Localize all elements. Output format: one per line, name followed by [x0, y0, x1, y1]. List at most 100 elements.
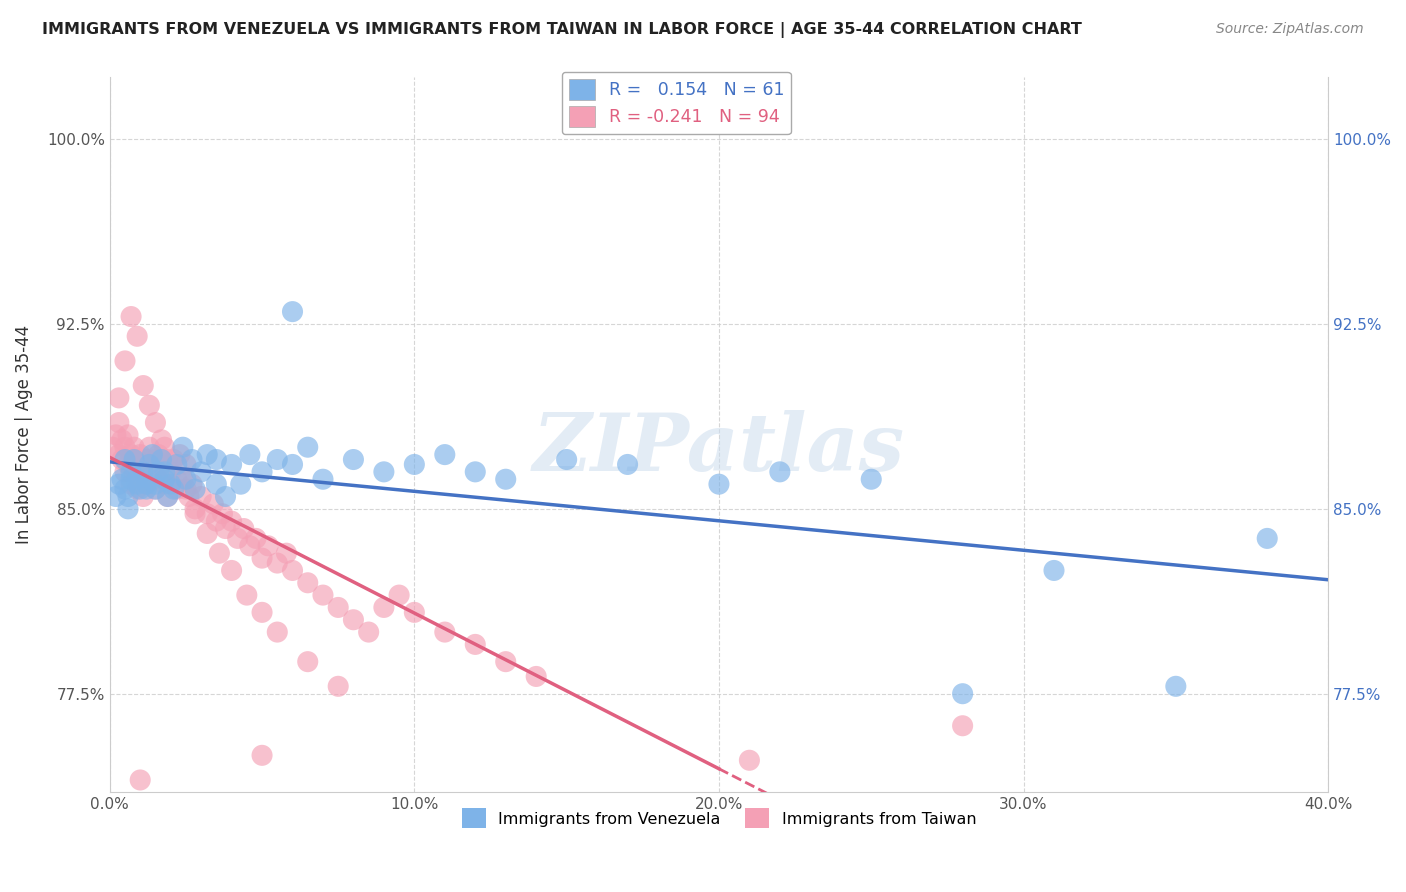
Point: [388, 588, 411, 602]
Y-axis label: In Labor Force | Age 35-44: In Labor Force | Age 35-44: [15, 326, 32, 544]
Point: [138, 458, 160, 472]
Point: [132, 465, 155, 479]
Point: [117, 458, 139, 472]
Point: [138, 398, 160, 412]
Point: [738, 753, 761, 767]
Point: [101, 440, 124, 454]
Point: [120, 472, 142, 486]
Point: [297, 440, 319, 454]
Point: [232, 522, 254, 536]
Point: [145, 452, 167, 467]
Point: [616, 458, 638, 472]
Point: [190, 465, 212, 479]
Point: [239, 539, 262, 553]
Point: [135, 452, 157, 467]
Point: [297, 575, 319, 590]
Point: [239, 448, 262, 462]
Point: [1043, 564, 1066, 578]
Point: [860, 472, 883, 486]
Point: [190, 490, 212, 504]
Point: [141, 448, 163, 462]
Point: [707, 477, 730, 491]
Point: [117, 501, 139, 516]
Point: [145, 482, 167, 496]
Point: [111, 452, 134, 467]
Text: IMMIGRANTS FROM VENEZUELA VS IMMIGRANTS FROM TAIWAN IN LABOR FORCE | AGE 35-44 C: IMMIGRANTS FROM VENEZUELA VS IMMIGRANTS …: [42, 22, 1083, 38]
Point: [214, 522, 236, 536]
Point: [120, 465, 142, 479]
Point: [153, 440, 176, 454]
Point: [221, 564, 243, 578]
Point: [250, 551, 273, 566]
Point: [135, 477, 157, 491]
Point: [166, 458, 188, 472]
Point: [135, 482, 157, 496]
Point: [148, 465, 170, 479]
Point: [250, 605, 273, 619]
Point: [266, 452, 288, 467]
Point: [464, 465, 486, 479]
Point: [266, 625, 288, 640]
Point: [181, 477, 204, 491]
Point: [145, 477, 167, 491]
Point: [111, 472, 134, 486]
Point: [145, 416, 167, 430]
Point: [120, 448, 142, 462]
Point: [148, 448, 170, 462]
Point: [150, 433, 173, 447]
Point: [148, 472, 170, 486]
Point: [208, 546, 231, 560]
Point: [169, 448, 191, 462]
Text: ZIPatlas: ZIPatlas: [533, 410, 905, 488]
Point: [114, 465, 136, 479]
Point: [281, 304, 304, 318]
Point: [132, 378, 155, 392]
Point: [195, 526, 218, 541]
Point: [150, 458, 173, 472]
Point: [177, 490, 200, 504]
Point: [114, 452, 136, 467]
Point: [145, 482, 167, 496]
Point: [174, 472, 197, 486]
Point: [138, 440, 160, 454]
Point: [153, 465, 176, 479]
Point: [129, 472, 152, 486]
Point: [236, 588, 259, 602]
Point: [117, 490, 139, 504]
Point: [114, 354, 136, 368]
Point: [156, 490, 179, 504]
Point: [342, 452, 364, 467]
Point: [1164, 679, 1187, 693]
Point: [257, 539, 280, 553]
Point: [174, 458, 197, 472]
Point: [202, 497, 225, 511]
Point: [184, 482, 207, 496]
Point: [172, 472, 194, 486]
Point: [120, 477, 142, 491]
Point: [281, 564, 304, 578]
Point: [111, 433, 134, 447]
Point: [1256, 532, 1278, 546]
Point: [104, 428, 127, 442]
Point: [104, 490, 127, 504]
Point: [114, 440, 136, 454]
Point: [108, 477, 131, 491]
Point: [250, 465, 273, 479]
Point: [433, 448, 456, 462]
Point: [166, 482, 188, 496]
Point: [108, 416, 131, 430]
Point: [214, 490, 236, 504]
Point: [373, 600, 395, 615]
Point: [184, 507, 207, 521]
Point: [312, 588, 335, 602]
Point: [127, 477, 149, 491]
Point: [281, 458, 304, 472]
Point: [404, 458, 426, 472]
Point: [156, 490, 179, 504]
Point: [135, 477, 157, 491]
Point: [132, 490, 155, 504]
Point: [129, 482, 152, 496]
Point: [163, 482, 186, 496]
Point: [404, 605, 426, 619]
Point: [163, 452, 186, 467]
